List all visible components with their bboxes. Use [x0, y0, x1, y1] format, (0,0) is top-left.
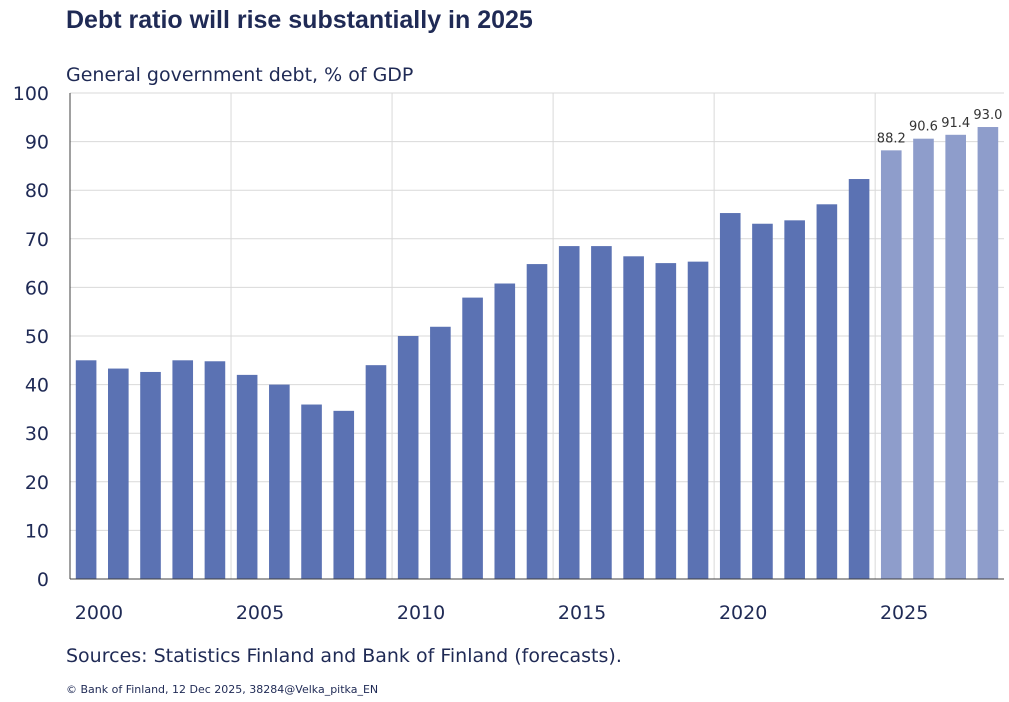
- x-tick-label: 2020: [719, 602, 767, 624]
- bar-forecast-2028: [977, 127, 999, 580]
- bar-2015: [558, 246, 580, 579]
- bar-2012: [462, 297, 483, 579]
- bar-2010: [397, 336, 419, 579]
- bar-forecast-2025: [880, 150, 902, 579]
- y-tick-label: 50: [25, 326, 49, 348]
- bar-2018: [655, 263, 677, 579]
- data-label: 93.0: [973, 108, 1002, 123]
- y-tick-label: 90: [25, 132, 49, 154]
- data-label: 91.4: [941, 116, 970, 131]
- bar-2007: [301, 404, 322, 579]
- x-tick-label: 2015: [558, 602, 606, 624]
- bar-2013: [494, 283, 516, 579]
- bar-2014: [526, 264, 548, 579]
- x-tick-label: 2005: [236, 602, 284, 624]
- y-tick-label: 20: [25, 472, 49, 494]
- x-tick-label: 2025: [880, 602, 928, 624]
- bar-2016: [591, 246, 612, 579]
- bar-2021: [752, 223, 773, 579]
- bar-2024: [848, 179, 870, 579]
- bar-2011: [430, 326, 451, 579]
- bar-2006: [269, 384, 290, 579]
- bar-2002: [140, 371, 161, 579]
- chart-title: Debt ratio will rise substantially in 20…: [66, 6, 533, 34]
- y-tick-label: 10: [25, 520, 49, 542]
- bar-2001: [108, 368, 129, 579]
- y-tick-label: 40: [25, 375, 49, 397]
- bar-forecast-2026: [913, 138, 934, 579]
- y-tick-label: 100: [13, 83, 49, 105]
- y-tick-label: 80: [25, 180, 49, 202]
- copyright-note: © Bank of Finland, 12 Dec 2025, 38284@Ve…: [66, 683, 379, 696]
- y-tick-label: 30: [25, 423, 49, 445]
- y-tick-label: 60: [25, 277, 49, 299]
- bar-2003: [172, 360, 194, 579]
- data-label: 90.6: [909, 120, 938, 135]
- bar-2017: [623, 256, 644, 579]
- bar-2023: [816, 204, 838, 579]
- bar-2000: [75, 360, 97, 579]
- bar-2019: [687, 261, 709, 579]
- bar-2020: [719, 213, 741, 580]
- bar-2008: [333, 410, 355, 579]
- bar-2009: [365, 365, 387, 579]
- source-note: Sources: Statistics Finland and Bank of …: [66, 645, 622, 667]
- bar-2004: [204, 361, 226, 579]
- bar-2005: [236, 374, 258, 579]
- bar-2022: [784, 220, 805, 579]
- x-tick-label: 2000: [75, 602, 123, 624]
- y-axis-label: General government debt, % of GDP: [66, 64, 414, 86]
- y-tick-label: 0: [37, 569, 49, 591]
- bar-forecast-2027: [945, 134, 966, 579]
- y-tick-label: 70: [25, 229, 49, 251]
- data-label: 88.2: [877, 131, 906, 146]
- x-tick-label: 2010: [397, 602, 445, 624]
